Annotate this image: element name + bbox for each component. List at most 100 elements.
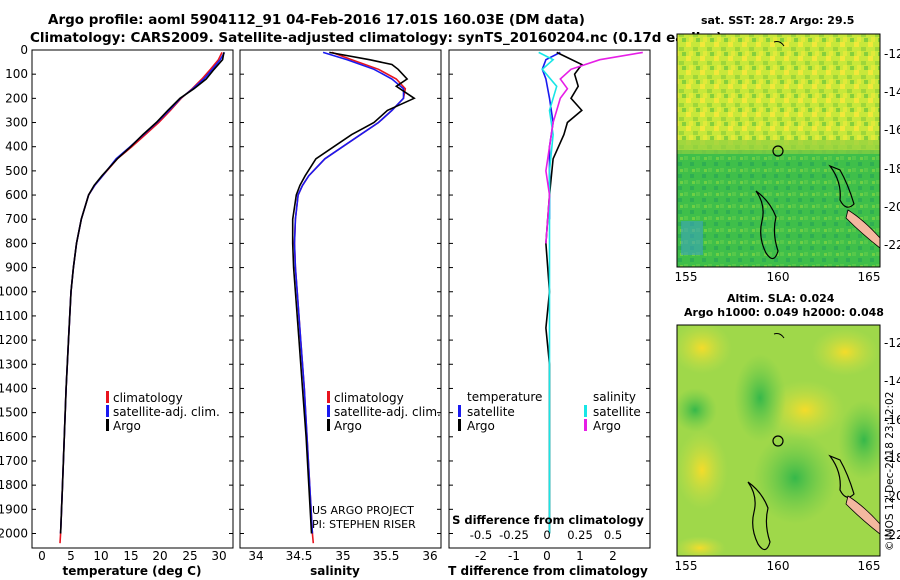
temperature-panel-frame: [31, 49, 234, 549]
sla-lat-tick-label: -16: [884, 413, 900, 427]
legend-climatology-swatch: [106, 391, 109, 403]
sst-lat-tick-label: -20: [884, 200, 900, 214]
sst-lat-tick-label: -12: [884, 47, 900, 61]
legend-t-argo-swatch: [458, 419, 461, 431]
land-mass: [845, 495, 880, 535]
sdiff-axis-label: S difference from climatology: [452, 513, 644, 527]
depth-tick-label: 1200: [0, 333, 28, 347]
difference-legend: temperature satellite Argo salinity sate…: [458, 390, 641, 433]
float-location-marker: [772, 435, 784, 447]
depth-tick-label: 1800: [0, 478, 28, 492]
sla-map: [677, 325, 880, 556]
sla-lat-tick-label: -18: [884, 451, 900, 465]
legend-temperature-heading: temperature: [467, 390, 542, 404]
depth-tick-label: 500: [5, 164, 28, 178]
sst-cloud-patch: [681, 221, 703, 255]
title-line-2: Climatology: CARS2009. Satellite-adjuste…: [30, 30, 723, 46]
temp-x-tick-label: 5: [67, 549, 75, 563]
difference-panel-frame: [448, 49, 651, 549]
temp-x-tick-label: 0: [38, 549, 46, 563]
sla-lat-tick-label: -14: [884, 374, 900, 388]
island-outline: [755, 190, 779, 260]
depth-tick-label: 2000: [0, 527, 28, 541]
legend-satellite-swatch: [327, 405, 330, 417]
legend-t-argo-label: Argo: [467, 419, 495, 433]
sdiff-tick-label: -0.5: [470, 528, 492, 542]
sst-lon-tick-label: 165: [858, 270, 881, 284]
depth-tick-label: 1600: [0, 430, 28, 444]
temp-x-tick-label: 25: [182, 549, 197, 563]
sal-x-tick-label: 35: [335, 549, 350, 563]
sla-lat-tick-label: -12: [884, 336, 900, 350]
island-outline: [747, 481, 771, 551]
series-line-climatology: [293, 51, 407, 544]
sst-cool-region: [677, 150, 880, 267]
depth-axis: 0 100 200 300 400 500 600 700 800 900 10…: [0, 43, 28, 541]
sdiff-tick-label: 0: [543, 528, 550, 542]
sst-lat-tick-label: -18: [884, 162, 900, 176]
sdiff-tick-label: 0.25: [567, 528, 593, 542]
legend-salinity-heading: salinity: [593, 390, 636, 404]
sla-lat-tick-label: -20: [884, 489, 900, 503]
salinity-legend: climatology satellite-adj. clim. Argo: [327, 391, 441, 433]
float-location-marker: [772, 145, 784, 157]
depth-tick-label: 1500: [0, 406, 28, 420]
series-line-salinity-satellite: [538, 51, 558, 534]
series-line-temperature-argo: [545, 51, 584, 534]
depth-tick-label: 1300: [0, 357, 28, 371]
legend-t-satellite-label: satellite: [467, 405, 515, 419]
depth-tick-label: 1000: [0, 285, 28, 299]
legend-s-satellite-swatch: [584, 405, 587, 417]
sst-lat-tick-label: -16: [884, 123, 900, 137]
sla-map-title-2: Argo h1000: 0.049 h2000: 0.048: [684, 306, 884, 319]
legend-s-argo-label: Argo: [593, 419, 621, 433]
sst-lon-tick-label: 160: [767, 270, 790, 284]
pi-credit: PI: STEPHEN RISER: [312, 518, 416, 531]
temp-x-tick-label: 15: [123, 549, 138, 563]
series-line-satellite-adj-clim-: [59, 51, 226, 534]
sst-map-frame: [676, 33, 881, 268]
depth-tick-label: 1100: [0, 309, 28, 323]
sal-x-tick-label: 35.5: [373, 549, 400, 563]
depth-tick-label: 600: [5, 188, 28, 202]
tdiff-x-tick-label: 0: [543, 549, 551, 563]
title-line-1: Argo profile: aoml 5904112_91 04-Feb-201…: [48, 12, 585, 28]
depth-tick-label: 100: [5, 67, 28, 81]
sal-x-tick-label: 34.5: [286, 549, 313, 563]
reef-outline: [773, 333, 785, 339]
depth-tick-label: 1700: [0, 454, 28, 468]
tdiff-x-tick-label: 2: [609, 549, 617, 563]
tdiff-x-tick-label: 1: [576, 549, 584, 563]
sal-x-tick-label: 34: [248, 549, 263, 563]
legend-argo-swatch: [327, 419, 330, 431]
profile-lines-layer: [59, 51, 643, 544]
depth-tick-label: 700: [5, 212, 28, 226]
series-line-argo: [59, 52, 225, 534]
legend-satellite-label: satellite-adj. clim.: [334, 405, 441, 419]
series-line-climatology: [59, 52, 223, 544]
temperature-legend: climatology satellite-adj. clim. Argo: [106, 391, 220, 433]
legend-satellite-label: satellite-adj. clim.: [113, 405, 220, 419]
depth-tick-label: 0: [20, 43, 28, 57]
sdiff-tick-label: -0.25: [499, 528, 529, 542]
land-mass: [845, 209, 880, 249]
legend-s-argo-swatch: [584, 419, 587, 431]
legend-s-satellite-label: satellite: [593, 405, 641, 419]
series-line-argo: [291, 51, 416, 534]
salinity-panel-frame: [239, 49, 442, 549]
legend-climatology-label: climatology: [334, 391, 404, 405]
sla-lon-tick-label: 155: [675, 559, 698, 573]
island-outline: [828, 164, 855, 208]
sla-map-frame: [676, 324, 881, 557]
legend-climatology-swatch: [327, 391, 330, 403]
temp-x-tick-label: 20: [152, 549, 167, 563]
sst-lat-tick-label: -22: [884, 238, 900, 252]
depth-tick-label: 900: [5, 261, 28, 275]
legend-climatology-label: climatology: [113, 391, 183, 405]
sal-x-tick-label: 36: [422, 549, 437, 563]
depth-tick-label: 1400: [0, 381, 28, 395]
sst-map-title: sat. SST: 28.7 Argo: 29.5: [701, 14, 855, 27]
sla-lon-tick-label: 165: [858, 559, 881, 573]
temp-x-tick-label: 10: [93, 549, 108, 563]
